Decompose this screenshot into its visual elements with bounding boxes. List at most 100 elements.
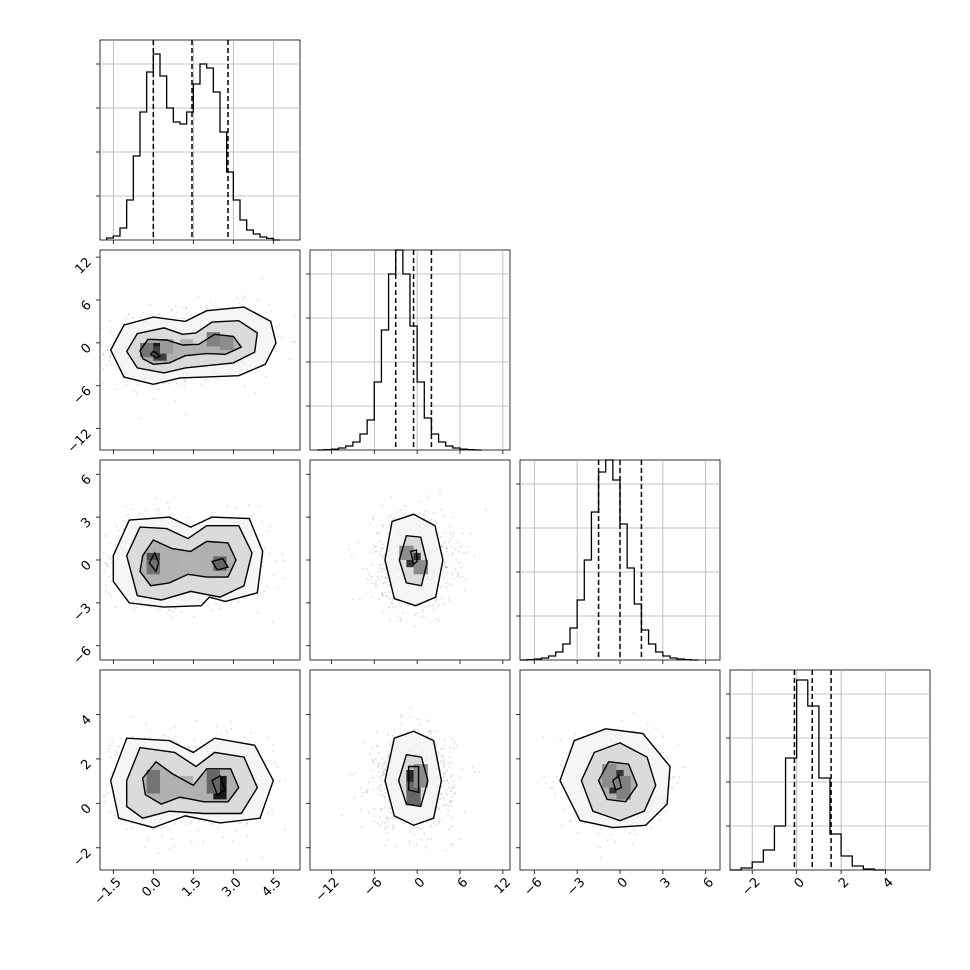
param-2-vs-param-4-point [367, 781, 370, 784]
param-1-vs-param-3-plot-area [100, 497, 300, 623]
param-1-vs-param-2-point [112, 335, 115, 337]
param-1-vs-param-2-contour [149, 350, 162, 359]
param-2-vs-param-3-point [441, 545, 443, 548]
param-1-vs-param-2-point [183, 385, 186, 388]
param-1-vs-param-4-point [120, 737, 123, 740]
param-1-vs-param-3-point [104, 590, 107, 593]
param-2-vs-param-4-point [450, 799, 453, 802]
param-1-vs-param-3-point [122, 528, 125, 531]
param-2-vs-param-4-point [389, 746, 392, 748]
param-2-vs-param-3-point [386, 594, 389, 597]
param-1-vs-param-4-point [242, 736, 245, 738]
param-2-vs-param-4-point [394, 817, 397, 820]
param-2-vs-param-4-point [373, 820, 376, 823]
param-2-histogram-step [317, 249, 482, 451]
param-2-vs-param-4-point [378, 762, 381, 765]
param-2-vs-param-3-point [369, 551, 372, 553]
param-2-vs-param-4-point [428, 719, 431, 722]
param-2-vs-param-4-point [455, 744, 458, 747]
param-2-vs-param-4-point [379, 816, 382, 819]
param-2-vs-param-3-point [388, 583, 390, 586]
param-2-vs-param-4-contour [407, 765, 420, 794]
param-2-vs-param-3-point [381, 504, 384, 507]
param-2-vs-param-4-point [438, 822, 441, 825]
param-1-vs-param-4-point [125, 828, 128, 830]
param-2-vs-param-4-point [444, 772, 447, 775]
param-2-vs-param-4-xtick-label: 0 [412, 875, 428, 891]
param-2-vs-param-4-xtick-label: −12 [313, 875, 343, 905]
param-1-vs-param-3-point [281, 553, 284, 556]
param-2-vs-param-4-point [438, 807, 440, 810]
param-2-vs-param-4-point [478, 771, 480, 774]
param-1-vs-param-2-point [136, 383, 139, 386]
param-2-vs-param-4-density-cell [406, 781, 421, 806]
param-2-vs-param-4-point [386, 817, 389, 819]
param-1-vs-param-4-xtick-label: −1.5 [92, 875, 125, 908]
param-2-vs-param-4-point [443, 772, 445, 775]
param-2-vs-param-3-point [442, 564, 445, 566]
param-2-vs-param-3-point [449, 526, 451, 528]
param-2-vs-param-3-point [447, 554, 450, 556]
param-1-vs-param-4-point [190, 820, 193, 822]
param-1-vs-param-4-point [94, 775, 96, 777]
param-2-vs-param-3-point [443, 541, 446, 544]
param-2-vs-param-3-point [375, 584, 378, 587]
param-1-vs-param-4-ytick-label: 0 [78, 801, 94, 817]
param-1-vs-param-2-point [102, 368, 105, 370]
param-1-vs-param-3-point [265, 585, 268, 587]
param-2-vs-param-4-point [403, 822, 405, 825]
param-2-vs-param-4-point [450, 825, 453, 828]
param-2-vs-param-3-point [382, 547, 385, 550]
param-1-vs-param-4-point [116, 752, 119, 754]
param-2-vs-param-4-point [451, 762, 454, 764]
param-3-vs-param-4-point [672, 776, 675, 779]
param-1-vs-param-3-point [122, 520, 125, 522]
param-1-vs-param-2-point [184, 379, 187, 382]
param-2-vs-param-4-point [439, 792, 442, 795]
param-2-vs-param-4-point [381, 768, 384, 771]
param-1-vs-param-3-point [124, 505, 127, 508]
param-2-vs-param-3-point [435, 523, 438, 525]
param-3-vs-param-4-point [544, 781, 547, 784]
param-2-vs-param-4-point [377, 762, 380, 765]
param-2-vs-param-3-point [443, 603, 446, 606]
param-2-vs-param-3-point [387, 532, 389, 535]
param-1-vs-param-2-point [270, 310, 273, 312]
param-2-vs-param-3-point [374, 551, 377, 553]
param-1-vs-param-4-point [143, 846, 146, 849]
param-1-vs-param-2-point [243, 295, 246, 298]
param-3-vs-param-4-point [556, 775, 558, 778]
param-2-vs-param-4-point [452, 748, 455, 750]
param-1-vs-param-2-point [111, 363, 113, 366]
param-1-vs-param-3-point [105, 584, 108, 586]
param-2-vs-param-3-point [448, 583, 451, 585]
param-2-vs-param-3-point [434, 601, 437, 604]
param-2-vs-param-4-point [389, 744, 392, 746]
param-2-vs-param-3-point [384, 591, 387, 594]
param-2-vs-param-4-point [452, 843, 455, 846]
param-1-vs-param-3-point [110, 561, 112, 564]
param-2-vs-param-3-point [452, 516, 454, 519]
param-2-vs-param-3-point [433, 512, 435, 515]
param-2-vs-param-4-point [391, 812, 393, 815]
param-2-vs-param-3-point [372, 516, 375, 519]
param-2-vs-param-3-point [371, 596, 374, 599]
param-1-vs-param-2-point [242, 297, 245, 300]
param-2-vs-param-4-point [386, 825, 389, 828]
param-2-vs-param-4-point [408, 842, 411, 845]
param-1-vs-param-2-point [236, 296, 239, 299]
param-1-vs-param-2-point [108, 360, 111, 363]
param-1-vs-param-2-point [158, 313, 161, 315]
param-2-vs-param-3-point [435, 598, 437, 601]
param-2-vs-param-3-point [382, 555, 384, 558]
param-2-vs-param-4-point [375, 745, 378, 748]
param-2-vs-param-3-point [379, 547, 382, 550]
param-3-vs-param-4-point [606, 839, 609, 842]
param-2-vs-param-3-point [367, 573, 370, 576]
param-2-vs-param-3-point [468, 545, 470, 548]
param-2-vs-param-3-point [401, 611, 404, 614]
param-1-vs-param-4-point [100, 794, 102, 797]
param-2-vs-param-4-point [440, 748, 442, 751]
param-2-vs-param-4-point [441, 763, 444, 765]
param-2-vs-param-4-point [385, 816, 388, 819]
